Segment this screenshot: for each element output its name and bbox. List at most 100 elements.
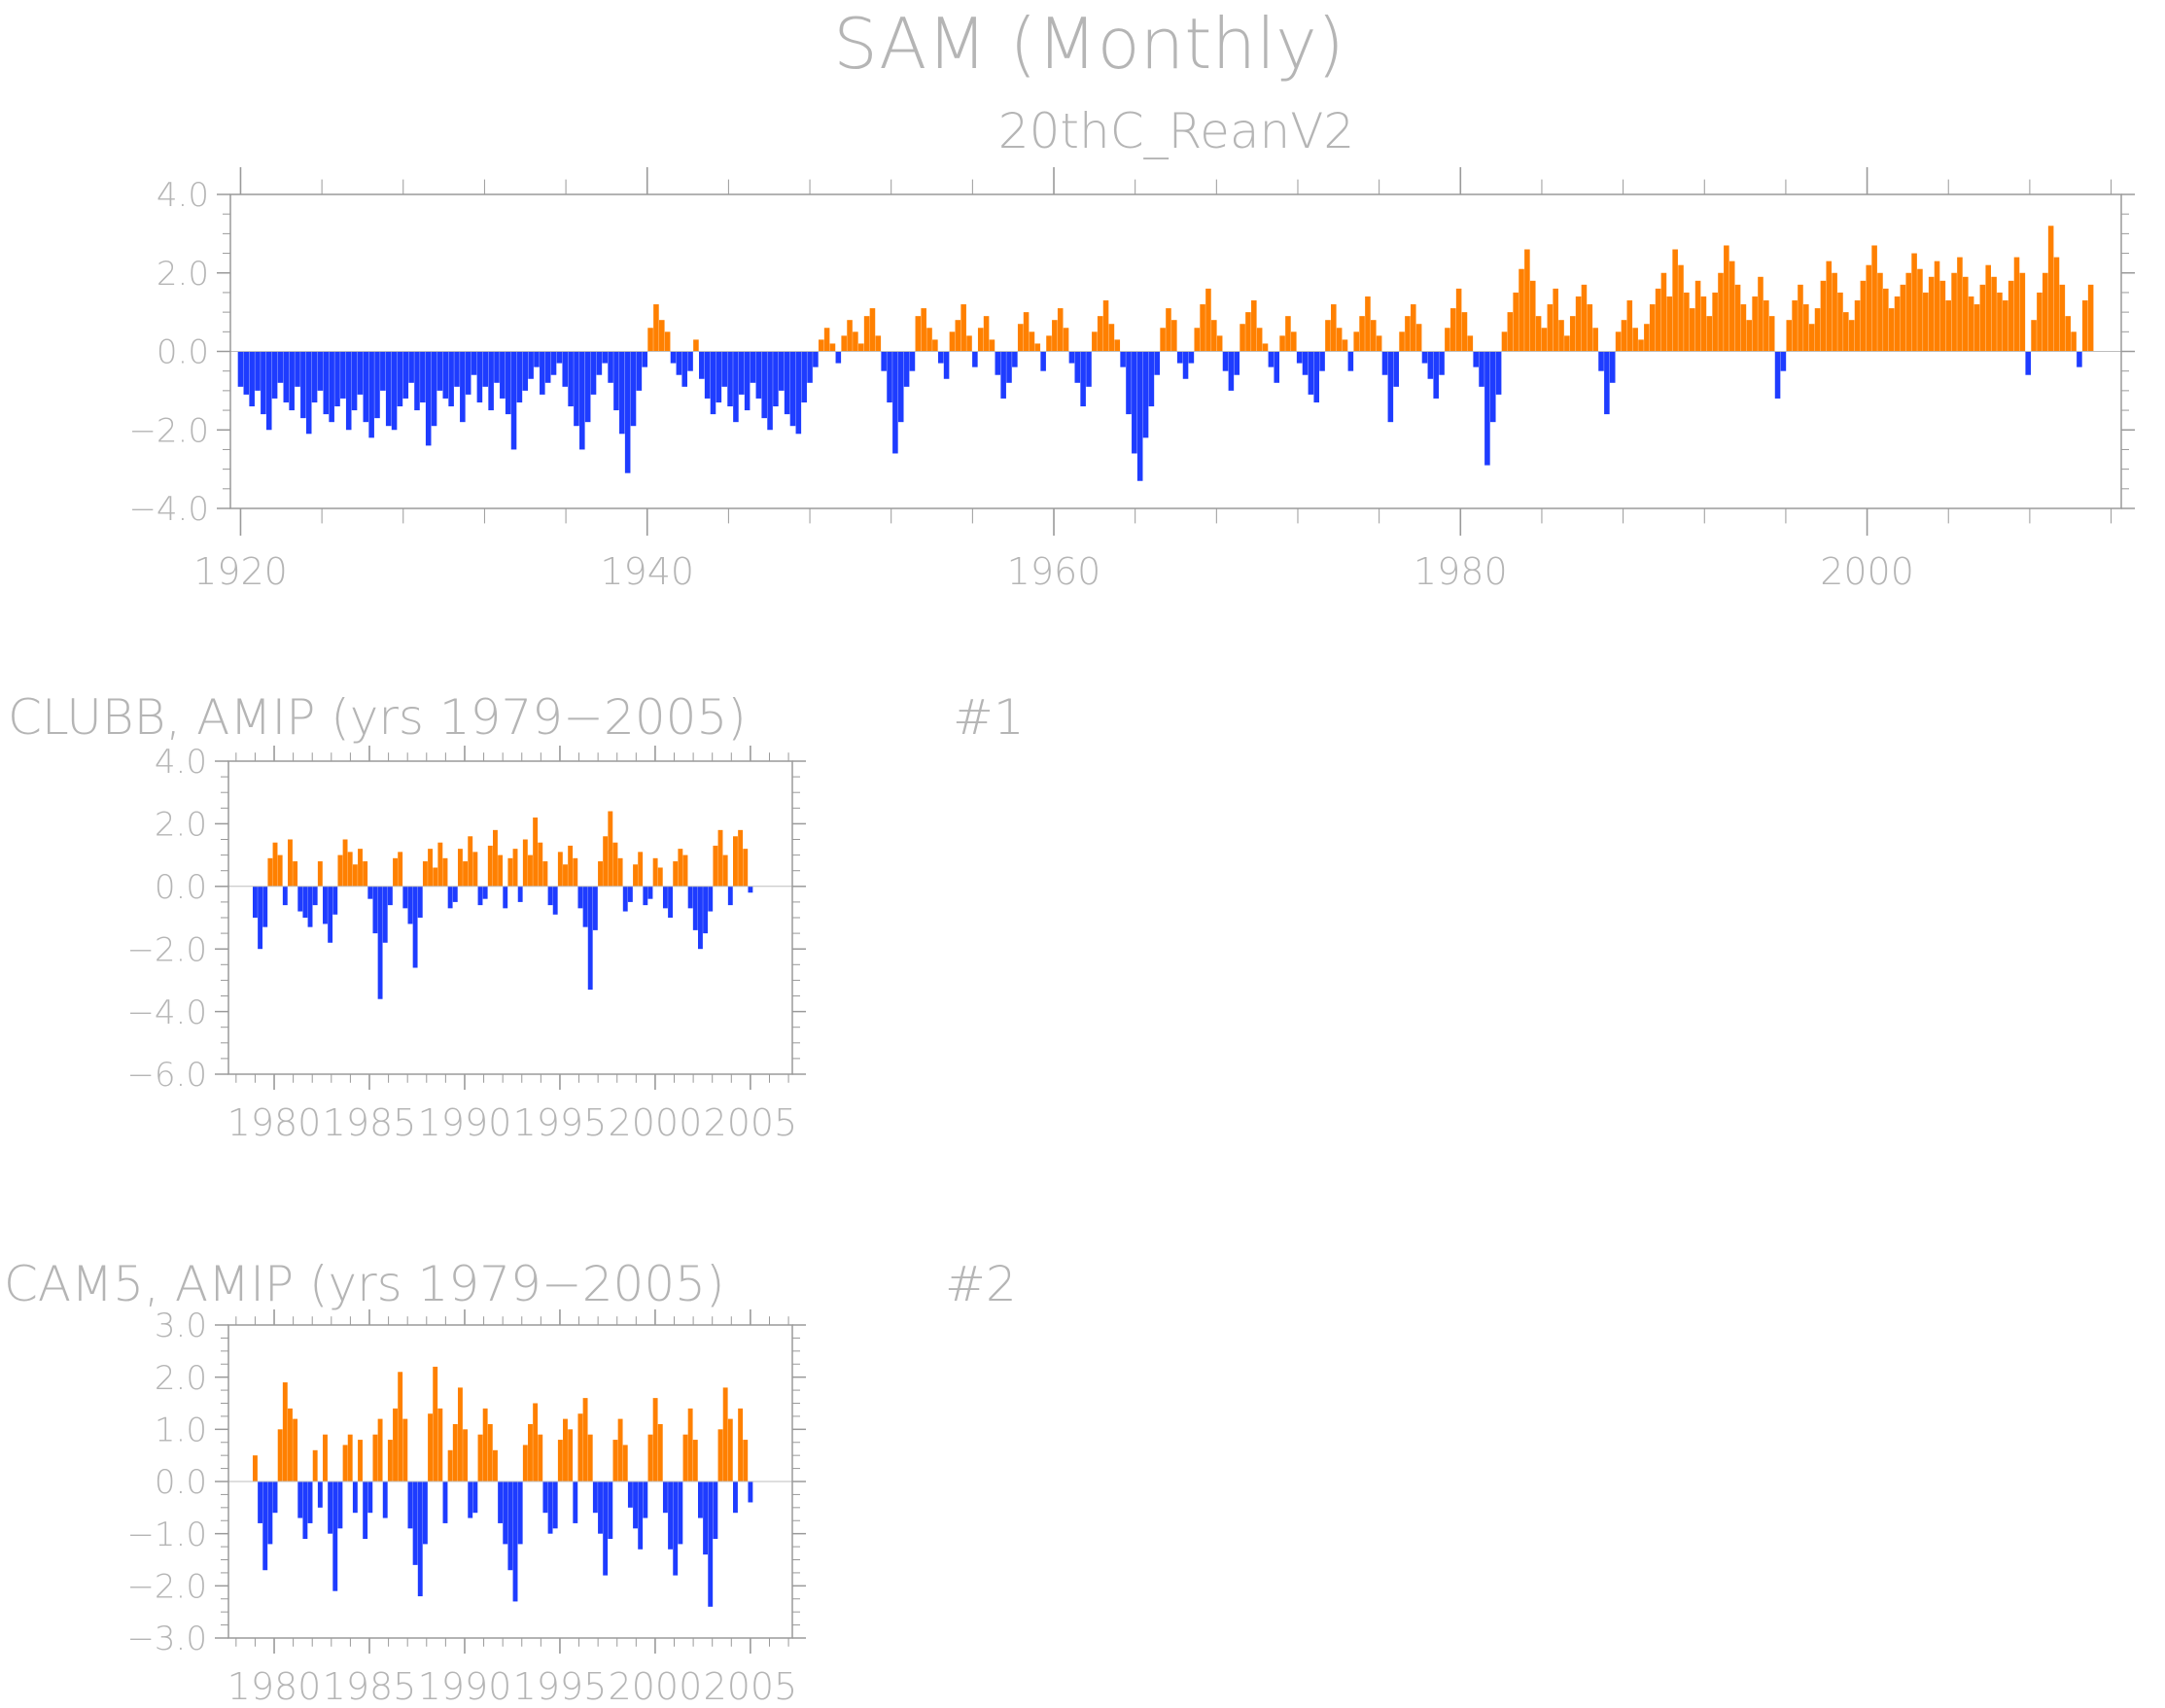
- bar-reanv2: [1660, 272, 1667, 352]
- bar-reanv2: [602, 351, 609, 364]
- bar-clubb: [277, 854, 283, 887]
- bar-clubb: [638, 852, 644, 887]
- bar-reanv2: [1274, 351, 1280, 383]
- bar-reanv2: [1968, 296, 1974, 352]
- bar-reanv2: [676, 351, 682, 375]
- bar-reanv2: [721, 351, 727, 387]
- bar-reanv2: [1012, 351, 1018, 367]
- bar-reanv2: [1160, 328, 1166, 352]
- bar-reanv2: [465, 351, 471, 395]
- bar-reanv2: [744, 351, 751, 411]
- bar-reanv2: [1541, 328, 1548, 352]
- bar-clubb: [297, 886, 303, 912]
- bar-reanv2: [1820, 280, 1827, 352]
- bar-cam5: [402, 1418, 408, 1481]
- bar-cam5: [452, 1423, 458, 1481]
- y-tick-label: −3.0: [126, 1620, 207, 1658]
- bar-reanv2: [1615, 331, 1622, 352]
- bar-reanv2: [482, 351, 489, 387]
- x-tick-label: 1920: [193, 550, 288, 593]
- bar-cam5: [598, 1481, 603, 1534]
- x-axis-clubb: 1980 1985 1990 1995 2000 2005: [227, 746, 797, 1144]
- bar-clubb: [697, 886, 703, 950]
- bar-clubb: [708, 886, 714, 912]
- bar-reanv2: [630, 351, 637, 427]
- bar-reanv2: [249, 351, 255, 407]
- bar-reanv2: [813, 351, 819, 367]
- bar-reanv2: [1553, 288, 1558, 352]
- bar-reanv2: [1279, 335, 1285, 352]
- bar-clubb: [503, 886, 508, 909]
- y-tick-label: −6.0: [126, 1056, 207, 1095]
- panel-title-cam5: CAM5, AMIP (yrs 1979−2005): [4, 1256, 724, 1312]
- bar-reanv2: [1410, 304, 1416, 352]
- bar-reanv2: [1575, 296, 1582, 352]
- bar-reanv2: [1302, 351, 1309, 375]
- bar-reanv2: [590, 351, 597, 395]
- bar-reanv2: [1256, 328, 1263, 352]
- bar-reanv2: [540, 351, 545, 395]
- bar-reanv2: [368, 351, 374, 438]
- bar-reanv2: [1883, 288, 1889, 352]
- x-tick-label: 1985: [323, 1665, 417, 1708]
- bar-reanv2: [1997, 292, 2003, 352]
- bar-reanv2: [1900, 284, 1906, 352]
- bar-reanv2: [311, 351, 318, 402]
- bar-reanv2: [989, 339, 995, 352]
- bar-reanv2: [1694, 280, 1701, 352]
- bar-clubb: [477, 886, 483, 906]
- bar-reanv2: [693, 339, 699, 352]
- x-tick-label: 2000: [609, 1101, 703, 1144]
- bar-reanv2: [454, 351, 460, 387]
- bar-reanv2: [391, 351, 398, 431]
- x-tick-label: 1985: [323, 1101, 417, 1144]
- bar-reanv2: [1439, 351, 1445, 375]
- bar-clubb: [533, 817, 539, 887]
- bar-reanv2: [363, 351, 369, 423]
- bar-reanv2: [681, 351, 687, 387]
- bar-reanv2: [289, 351, 295, 411]
- bar-reanv2: [436, 351, 443, 391]
- bar-reanv2: [345, 351, 352, 431]
- bar-reanv2: [385, 351, 392, 427]
- bar-reanv2: [2087, 284, 2094, 352]
- bar-reanv2: [636, 351, 643, 391]
- bar-reanv2: [1114, 339, 1121, 352]
- bar-reanv2: [795, 351, 802, 435]
- bar-reanv2: [977, 328, 984, 352]
- bar-clubb: [577, 886, 583, 909]
- bars-reanv2: [237, 226, 2094, 481]
- bar-reanv2: [488, 351, 494, 411]
- bar-reanv2: [1945, 300, 1952, 352]
- bar-reanv2: [2019, 272, 2026, 352]
- bar-reanv2: [784, 351, 790, 415]
- bar-reanv2: [584, 351, 591, 423]
- bar-cam5: [622, 1445, 628, 1481]
- bar-clubb: [678, 849, 683, 887]
- bar-clubb: [472, 852, 478, 887]
- bar-clubb: [267, 857, 273, 887]
- bar-reanv2: [881, 351, 887, 371]
- bar-reanv2: [1712, 292, 1718, 352]
- bar-reanv2: [642, 351, 648, 367]
- bar-reanv2: [1985, 264, 1991, 352]
- bar-clubb: [612, 842, 618, 887]
- bar-clubb: [463, 861, 469, 887]
- bar-reanv2: [750, 351, 756, 383]
- bar-reanv2: [568, 351, 574, 407]
- bar-clubb: [452, 886, 458, 902]
- bar-reanv2: [1148, 351, 1155, 407]
- bar-reanv2: [1234, 351, 1240, 375]
- bar-cam5: [633, 1481, 638, 1529]
- y-tick-label: 2.0: [155, 1359, 207, 1398]
- bar-reanv2: [1649, 304, 1656, 352]
- bar-reanv2: [1684, 292, 1690, 352]
- bar-reanv2: [277, 351, 284, 383]
- bar-cam5: [328, 1481, 333, 1534]
- bar-reanv2: [1752, 296, 1758, 352]
- bar-reanv2: [966, 335, 972, 352]
- bar-clubb: [633, 864, 638, 887]
- bar-reanv2: [305, 351, 312, 435]
- bar-reanv2: [1529, 280, 1536, 352]
- bar-cam5: [507, 1481, 513, 1571]
